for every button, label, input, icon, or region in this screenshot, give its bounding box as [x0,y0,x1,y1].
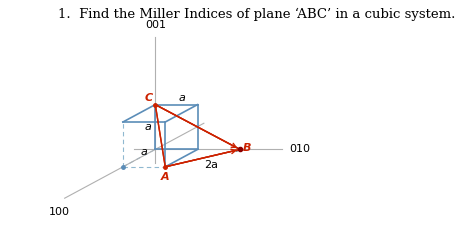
Text: B: B [242,143,251,153]
Text: A: A [161,172,170,182]
Text: a: a [140,147,147,157]
Text: a: a [145,122,152,132]
Text: 2a: 2a [204,160,218,170]
Text: 010: 010 [289,144,310,154]
Text: 1.  Find the Miller Indices of plane ‘ABC’ in a cubic system.: 1. Find the Miller Indices of plane ‘ABC… [58,7,456,21]
Text: a: a [179,93,186,103]
Text: 001: 001 [145,20,166,30]
Text: 100: 100 [48,207,69,217]
Text: C: C [145,93,153,103]
